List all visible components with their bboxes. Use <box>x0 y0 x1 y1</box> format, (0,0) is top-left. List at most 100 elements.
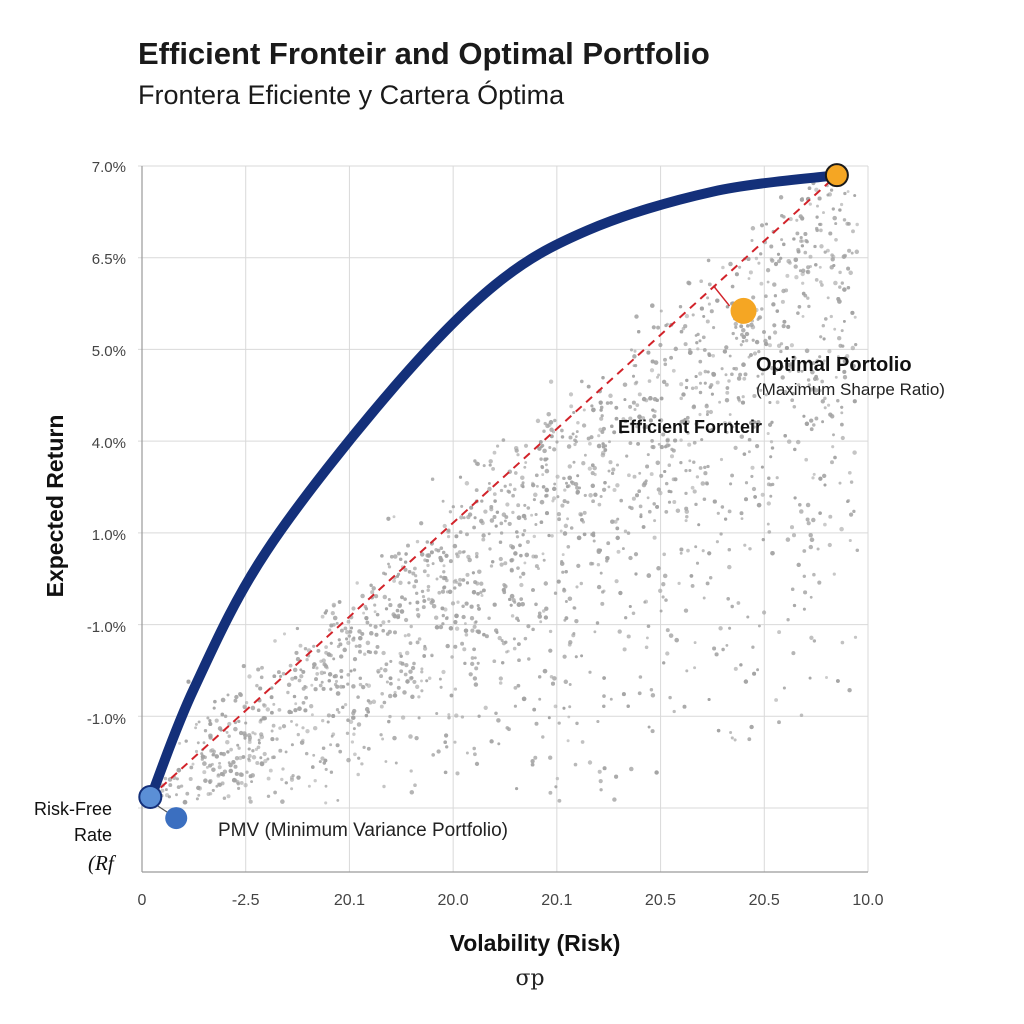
scatter-point <box>167 777 173 782</box>
scatter-point <box>332 674 337 679</box>
scatter-point <box>548 445 552 450</box>
scatter-point <box>518 575 522 579</box>
scatter-point <box>425 559 429 563</box>
scatter-point <box>795 231 800 236</box>
scatter-point <box>790 587 795 591</box>
scatter-point <box>373 624 378 629</box>
scatter-point <box>667 500 672 504</box>
scatter-point <box>542 448 547 454</box>
scatter-point <box>846 285 851 290</box>
risk-free-annotation: Risk-Free Rate (Rf <box>34 799 117 875</box>
scatter-point <box>602 589 606 593</box>
scatter-point <box>474 488 479 492</box>
scatter-point <box>572 411 576 414</box>
scatter-point <box>781 288 786 294</box>
scatter-point <box>695 341 699 345</box>
scatter-point <box>420 679 423 683</box>
scatter-point <box>770 446 775 450</box>
scatter-point <box>631 496 636 501</box>
optimal-label: Optimal Portolio <box>756 354 912 376</box>
scatter-point <box>665 651 670 656</box>
scatter-point <box>559 529 563 533</box>
scatter-point <box>324 645 328 649</box>
scatter-point <box>809 537 815 543</box>
optimal-portfolio-marker <box>730 297 757 324</box>
scatter-point <box>256 745 261 750</box>
scatter-point <box>290 743 294 747</box>
scatter-point <box>600 601 605 606</box>
scatter-point <box>788 217 793 222</box>
scatter-point <box>407 581 411 585</box>
scatter-point <box>231 760 236 765</box>
scatter-point <box>741 328 746 333</box>
scatter-point <box>370 590 375 595</box>
scatter-point <box>746 256 751 262</box>
scatter-point <box>614 405 619 410</box>
series-lines <box>145 170 842 804</box>
scatter-point <box>524 552 530 558</box>
scatter-point <box>653 519 657 523</box>
scatter-point <box>752 393 757 399</box>
scatter-point <box>628 605 632 608</box>
scatter-point <box>687 442 692 447</box>
scatter-point <box>575 430 579 434</box>
scatter-point <box>358 676 363 681</box>
scatter-point <box>392 735 397 741</box>
scatter-point <box>444 553 449 558</box>
scatter-point <box>402 690 407 695</box>
scatter-point <box>281 724 287 729</box>
scatter-point <box>725 390 730 395</box>
scatter-point <box>544 494 548 498</box>
scatter-point <box>299 674 304 679</box>
scatter-point <box>184 739 188 743</box>
scatter-point <box>815 226 819 231</box>
scatter-point <box>312 725 318 731</box>
scatter-point <box>480 593 484 598</box>
optimal-annotation: Optimal Portolio (Maximum Sharpe Ratio) <box>756 354 945 399</box>
scatter-point <box>637 330 641 334</box>
scatter-point <box>667 463 672 467</box>
scatter-point <box>298 643 303 648</box>
axes <box>141 166 868 873</box>
scatter-point <box>332 657 336 661</box>
scatter-point <box>792 237 796 241</box>
scatter-point <box>641 396 647 402</box>
scatter-point <box>498 681 503 685</box>
scatter-point <box>464 633 469 637</box>
scatter-point <box>160 788 165 793</box>
scatter-point <box>773 294 777 298</box>
scatter-point <box>706 370 710 374</box>
scatter-point <box>669 355 673 360</box>
scatter-point <box>474 551 479 556</box>
scatter-point <box>321 658 326 663</box>
scatter-point <box>575 485 580 490</box>
scatter-point <box>175 793 178 797</box>
scatter-point <box>460 504 464 508</box>
scatter-point <box>430 654 434 658</box>
scatter-point <box>842 369 847 374</box>
y-tick-labels: 7.0%6.5%5.0%4.0%1.0%-1.0%-1.0% <box>87 159 126 728</box>
scatter-point <box>649 687 654 692</box>
scatter-point <box>409 676 414 680</box>
scatter-point <box>561 553 565 557</box>
scatter-point <box>434 625 440 630</box>
scatter-point <box>608 440 611 444</box>
scatter-point <box>643 599 649 604</box>
scatter-point <box>743 372 748 377</box>
scatter-point <box>853 315 857 319</box>
scatter-point <box>473 516 477 520</box>
scatter-point <box>725 430 729 435</box>
scatter-point <box>780 214 784 218</box>
scatter-point <box>366 650 371 654</box>
scatter-point <box>664 382 669 387</box>
scatter-point <box>472 624 477 629</box>
scatter-point <box>627 473 631 478</box>
scatter-point <box>415 600 420 605</box>
scatter-point <box>560 428 564 433</box>
scatter-point <box>527 657 531 661</box>
scatter-point <box>749 322 754 327</box>
scatter-point <box>822 337 826 341</box>
scatter-point <box>531 483 536 488</box>
scatter-point <box>448 626 454 631</box>
scatter-point <box>751 295 756 300</box>
